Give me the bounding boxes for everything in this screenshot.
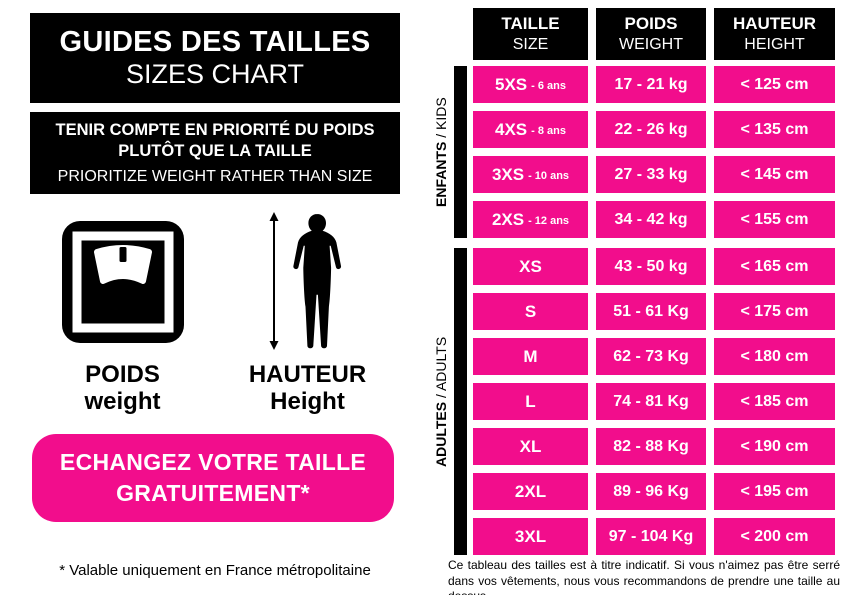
height-cell: < 135 cm — [714, 111, 835, 148]
height-cell: < 200 cm — [714, 518, 835, 555]
size-cell: XL — [473, 428, 588, 465]
table-row: XL 82 - 88 Kg < 190 cm — [473, 428, 835, 465]
exchange-banner-line1: ECHANGEZ VOTRE TAILLE — [59, 448, 367, 475]
height-cell: < 185 cm — [714, 383, 835, 420]
adults-rows: XS 43 - 50 kg < 165 cm S 51 - 61 Kg < 17… — [473, 248, 835, 555]
size-cell: 5XS - 6 ans — [473, 66, 588, 103]
size-cell: 2XL — [473, 473, 588, 510]
table-row: L 74 - 81 Kg < 185 cm — [473, 383, 835, 420]
size-cell: 4XS - 8 ans — [473, 111, 588, 148]
weight-cell: 43 - 50 kg — [596, 248, 706, 285]
title-banner: GUIDES DES TAILLES SIZES CHART — [30, 13, 400, 103]
exchange-size-banner: ECHANGEZ VOTRE TAILLE GRATUITEMENT* — [32, 434, 394, 522]
table-row: 3XL 97 - 104 Kg < 200 cm — [473, 518, 835, 555]
table-row: 2XL 89 - 96 Kg < 195 cm — [473, 473, 835, 510]
height-label-en: Height — [270, 388, 345, 416]
exchange-banner-line2: GRATUITEMENT* — [116, 480, 310, 506]
size-cell: 3XL — [473, 518, 588, 555]
table-row: 4XS - 8 ans 22 - 26 kg < 135 cm — [473, 111, 835, 148]
weight-cell: 22 - 26 kg — [596, 111, 706, 148]
weight-icon-group: POIDS weight — [30, 210, 215, 416]
group-bar-kids — [454, 66, 467, 238]
table-row: S 51 - 61 Kg < 175 cm — [473, 293, 835, 330]
height-cell: < 180 cm — [714, 338, 835, 375]
size-table: TAILLE SIZE POIDS WEIGHT HAUTEUR HEIGHT … — [428, 0, 842, 595]
height-cell: < 145 cm — [714, 156, 835, 193]
weight-cell: 74 - 81 Kg — [596, 383, 706, 420]
group-bar-adults — [454, 248, 467, 555]
weight-cell: 51 - 61 Kg — [596, 293, 706, 330]
priority-note-fr-line1: TENIR COMPTE EN PRIORITÉ DU POIDS — [55, 120, 375, 139]
size-cell: 2XS - 12 ans — [473, 201, 588, 238]
kids-rows: 5XS - 6 ans 17 - 21 kg < 125 cm 4XS - 8 an… — [473, 66, 835, 238]
size-cell: XS — [473, 248, 588, 285]
group-label-kids: ENFANTS / KIDS — [433, 97, 449, 207]
group-label-adults: ADULTES / ADULTS — [433, 336, 449, 467]
weight-cell: 17 - 21 kg — [596, 66, 706, 103]
table-header-row: TAILLE SIZE POIDS WEIGHT HAUTEUR HEIGHT — [473, 8, 835, 60]
priority-note-fr-line2: PLUTÔT QUE LA TAILLE — [118, 141, 312, 160]
size-cell: 3XS - 10 ans — [473, 156, 588, 193]
page-title-en: SIZES CHART — [125, 59, 305, 90]
height-cell: < 155 cm — [714, 201, 835, 238]
size-cell: M — [473, 338, 588, 375]
size-cell: S — [473, 293, 588, 330]
height-cell: < 195 cm — [714, 473, 835, 510]
header-size-cell: TAILLE SIZE — [473, 8, 588, 60]
height-cell: < 190 cm — [714, 428, 835, 465]
priority-note-banner: TENIR COMPTE EN PRIORITÉ DU POIDS PLUTÔT… — [30, 112, 400, 194]
height-cell: < 175 cm — [714, 293, 835, 330]
weight-label-fr: POIDS — [85, 361, 160, 388]
disclaimer-text: Ce tableau des tailles est à titre indic… — [448, 558, 840, 595]
table-row: M 62 - 73 Kg < 180 cm — [473, 338, 835, 375]
height-cell: < 165 cm — [714, 248, 835, 285]
footnote-text: * Valable uniquement en France métropoli… — [59, 562, 371, 579]
height-arrow-icon — [269, 212, 278, 350]
scale-icon — [61, 210, 184, 350]
table-row: 2XS - 12 ans 34 - 42 kg < 155 cm — [473, 201, 835, 238]
height-cell: < 125 cm — [714, 66, 835, 103]
weight-cell: 62 - 73 Kg — [596, 338, 706, 375]
weight-cell: 89 - 96 Kg — [596, 473, 706, 510]
weight-cell: 34 - 42 kg — [596, 201, 706, 238]
weight-cell: 27 - 33 kg — [596, 156, 706, 193]
table-row: XS 43 - 50 kg < 165 cm — [473, 248, 835, 285]
height-icon-group: HAUTEUR Height — [215, 210, 400, 416]
weight-label-en: weight — [84, 388, 161, 416]
table-row: 3XS - 10 ans 27 - 33 kg < 145 cm — [473, 156, 835, 193]
measurement-icons-row: POIDS weight HAUTEUR Height — [30, 210, 400, 416]
height-label-fr: HAUTEUR — [248, 361, 367, 388]
header-height-cell: HAUTEUR HEIGHT — [714, 8, 835, 60]
person-height-icon — [265, 210, 351, 350]
table-row: 5XS - 6 ans 17 - 21 kg < 125 cm — [473, 66, 835, 103]
size-cell: L — [473, 383, 588, 420]
page-title-fr: GUIDES DES TAILLES — [59, 25, 371, 58]
header-weight-cell: POIDS WEIGHT — [596, 8, 706, 60]
weight-cell: 97 - 104 Kg — [596, 518, 706, 555]
weight-cell: 82 - 88 Kg — [596, 428, 706, 465]
priority-note-en: PRIORITIZE WEIGHT RATHER THAN SIZE — [57, 168, 373, 186]
